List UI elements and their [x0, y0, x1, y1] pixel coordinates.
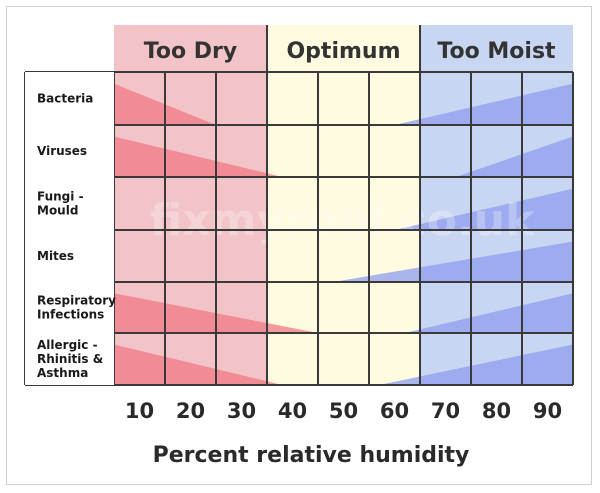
x-tick-label-5: 50	[329, 399, 358, 423]
zone-headers: Too Dry Optimum Too Moist	[114, 25, 573, 72]
moist-wedge-row-3	[394, 188, 573, 230]
row-label-5: Respiratory Infections	[37, 294, 116, 322]
moist-wedge-row-5	[404, 293, 573, 333]
row-label-3: Fungi -Mould	[37, 190, 84, 218]
zone-header-1	[114, 25, 267, 72]
x-tick-label-7: 70	[431, 399, 460, 423]
row-label-4: Mites	[37, 249, 74, 263]
x-tick-label-6: 60	[380, 399, 409, 423]
zone-label-3: Too Moist	[437, 39, 556, 64]
row-label-2: Viruses	[37, 144, 87, 158]
zone-label-2: Optimum	[286, 39, 400, 64]
humidity-chart: Too Dry Optimum Too Moist fixmyroof.co.uk …	[24, 25, 574, 468]
row-label-6: Allergic -Rhinitis & Asthma	[37, 338, 103, 380]
watermark-layer: fixmyroof.co.uk	[150, 195, 536, 246]
dry-wedge-row-6	[114, 344, 283, 385]
dry-wedge-row-2	[114, 136, 283, 177]
moist-wedge-row-4	[333, 241, 573, 282]
x-tick-labels: 10 20 30 40 50 60 70 80 90	[125, 399, 562, 423]
zone-header-3	[420, 25, 573, 72]
zone-header-2	[267, 25, 420, 72]
x-tick-label-9: 90	[533, 399, 562, 423]
x-tick-label-2: 20	[176, 399, 205, 423]
row-labels: Bacteria Viruses Fungi -Mould Mites Respirat…	[25, 72, 116, 385]
row-label-column	[25, 72, 114, 385]
x-tick-label-8: 80	[482, 399, 511, 423]
x-tick-label-1: 10	[125, 399, 154, 423]
row-label-1: Bacteria	[37, 92, 93, 106]
x-tick-label-4: 40	[278, 399, 307, 423]
x-axis-title: Percent relative humidity	[153, 443, 470, 468]
watermark-text: fixmyroof.co.uk	[150, 195, 536, 246]
zone-label-1: Too Dry	[144, 39, 237, 64]
moist-wedge-row-6	[379, 344, 573, 385]
x-tick-label-3: 30	[227, 399, 256, 423]
moist-wedge-row-1	[394, 83, 573, 125]
chart-frame: Too Dry Optimum Too Moist fixmyroof.co.uk …	[6, 6, 592, 485]
